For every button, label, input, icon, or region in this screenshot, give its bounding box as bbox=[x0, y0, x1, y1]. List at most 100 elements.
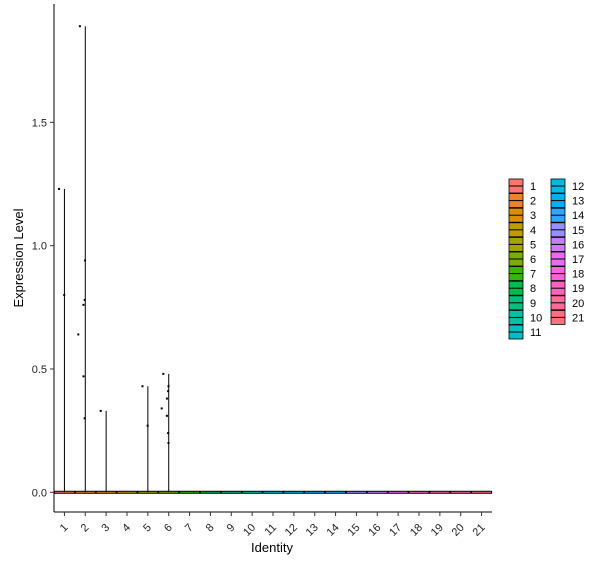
violin-1 bbox=[53, 188, 75, 494]
data-point bbox=[99, 409, 102, 412]
x-tick-label: 12 bbox=[283, 522, 300, 539]
violin-21 bbox=[471, 490, 493, 494]
violin-5 bbox=[137, 386, 159, 494]
violin-14 bbox=[325, 490, 347, 494]
legend-item-13: 13 bbox=[550, 193, 584, 209]
x-tick-label: 4 bbox=[120, 522, 133, 535]
legend-item-19: 19 bbox=[550, 280, 584, 296]
data-point bbox=[58, 187, 61, 190]
y-tick-label: 0.5 bbox=[32, 364, 47, 376]
x-tick-label: 17 bbox=[387, 522, 404, 539]
data-point bbox=[82, 303, 85, 306]
violin-17 bbox=[387, 490, 409, 494]
data-point bbox=[167, 432, 170, 435]
x-tick-label: 3 bbox=[99, 522, 112, 535]
data-point bbox=[167, 441, 170, 444]
x-tick-label: 10 bbox=[241, 522, 258, 539]
x-tick-label: 19 bbox=[429, 522, 446, 539]
violin-13 bbox=[304, 490, 326, 494]
x-tick-label: 7 bbox=[183, 522, 196, 535]
legend-label: 5 bbox=[530, 239, 536, 251]
x-tick-label: 8 bbox=[204, 522, 217, 535]
violin-10 bbox=[241, 490, 263, 494]
legend-label: 13 bbox=[572, 196, 584, 208]
data-point bbox=[78, 25, 81, 28]
legend-label: 4 bbox=[530, 225, 536, 237]
violin-19 bbox=[429, 490, 451, 494]
violin-18 bbox=[408, 490, 430, 494]
legend-label: 9 bbox=[530, 298, 536, 310]
legend-item-14: 14 bbox=[550, 207, 584, 223]
axes: 0.00.51.01.51 2 3 4 5 6 7 8 9 10 11 12 13 14 15 16 17 18 1… bbox=[32, 4, 492, 539]
legend-item-16: 16 bbox=[550, 236, 584, 252]
x-tick-label: 13 bbox=[304, 522, 321, 539]
violin-20 bbox=[450, 490, 472, 494]
legend-item-17: 17 bbox=[550, 251, 584, 267]
x-tick-label: 18 bbox=[408, 522, 425, 539]
legend-label: 12 bbox=[572, 181, 584, 193]
legend-item-2: 2 bbox=[508, 193, 536, 209]
data-point bbox=[167, 390, 170, 393]
legend-label: 1 bbox=[530, 181, 536, 193]
x-tick-label: 6 bbox=[162, 522, 175, 535]
legend-label: 14 bbox=[572, 210, 584, 222]
violin-9 bbox=[220, 490, 242, 494]
legend-item-7: 7 bbox=[508, 266, 536, 282]
y-axis-title: Expression Level bbox=[11, 208, 26, 307]
data-point bbox=[83, 417, 86, 420]
legend-item-12: 12 bbox=[550, 178, 584, 194]
legend-label: 18 bbox=[572, 269, 584, 281]
data-point bbox=[160, 407, 163, 410]
legend-item-1: 1 bbox=[508, 178, 536, 194]
x-tick-label: 5 bbox=[141, 522, 154, 535]
violin-16 bbox=[366, 490, 388, 494]
legend-label: 11 bbox=[530, 327, 541, 339]
legend-item-10: 10 bbox=[508, 309, 542, 325]
violin-15 bbox=[345, 490, 367, 494]
x-tick-label: 2 bbox=[79, 522, 92, 535]
data-point bbox=[82, 375, 85, 378]
x-tick-label: 15 bbox=[345, 522, 362, 539]
legend-label: 6 bbox=[530, 254, 536, 266]
data-point bbox=[84, 259, 87, 262]
x-tick-label: 16 bbox=[366, 522, 383, 539]
legend-item-18: 18 bbox=[550, 266, 584, 282]
legend-item-9: 9 bbox=[508, 295, 536, 311]
legend-label: 2 bbox=[530, 196, 536, 208]
legend-label: 19 bbox=[572, 283, 584, 295]
violin-7 bbox=[179, 490, 201, 494]
x-tick-label: 21 bbox=[471, 522, 488, 539]
legend-item-20: 20 bbox=[550, 295, 584, 311]
x-tick-label: 11 bbox=[263, 522, 280, 539]
legend-label: 10 bbox=[530, 312, 542, 324]
legend-item-11: 11 bbox=[508, 324, 541, 340]
legend-item-6: 6 bbox=[508, 251, 536, 267]
data-point bbox=[63, 293, 66, 296]
x-axis-title: Identity bbox=[251, 540, 293, 555]
legend-item-4: 4 bbox=[508, 222, 536, 238]
data-point bbox=[141, 385, 144, 388]
violin-11 bbox=[262, 490, 284, 494]
legend-item-3: 3 bbox=[508, 207, 536, 223]
legend-label: 8 bbox=[530, 283, 536, 295]
violin-3 bbox=[95, 410, 117, 494]
data-point bbox=[165, 397, 168, 400]
legend-label: 3 bbox=[530, 210, 536, 222]
data-point bbox=[77, 333, 80, 336]
x-tick-label: 14 bbox=[325, 522, 342, 539]
data-point bbox=[83, 298, 86, 301]
violin-4 bbox=[116, 490, 138, 494]
data-point bbox=[162, 372, 165, 375]
y-tick-label: 0.0 bbox=[32, 487, 47, 499]
legend-label: 15 bbox=[572, 225, 584, 237]
data-point bbox=[167, 385, 170, 388]
violin-12 bbox=[283, 490, 305, 494]
legend-label: 17 bbox=[572, 254, 584, 266]
legend-item-5: 5 bbox=[508, 236, 536, 252]
violin-8 bbox=[199, 490, 221, 494]
violin-2 bbox=[74, 26, 96, 494]
legend-label: 21 bbox=[572, 312, 584, 324]
legend-item-21: 21 bbox=[550, 309, 584, 325]
